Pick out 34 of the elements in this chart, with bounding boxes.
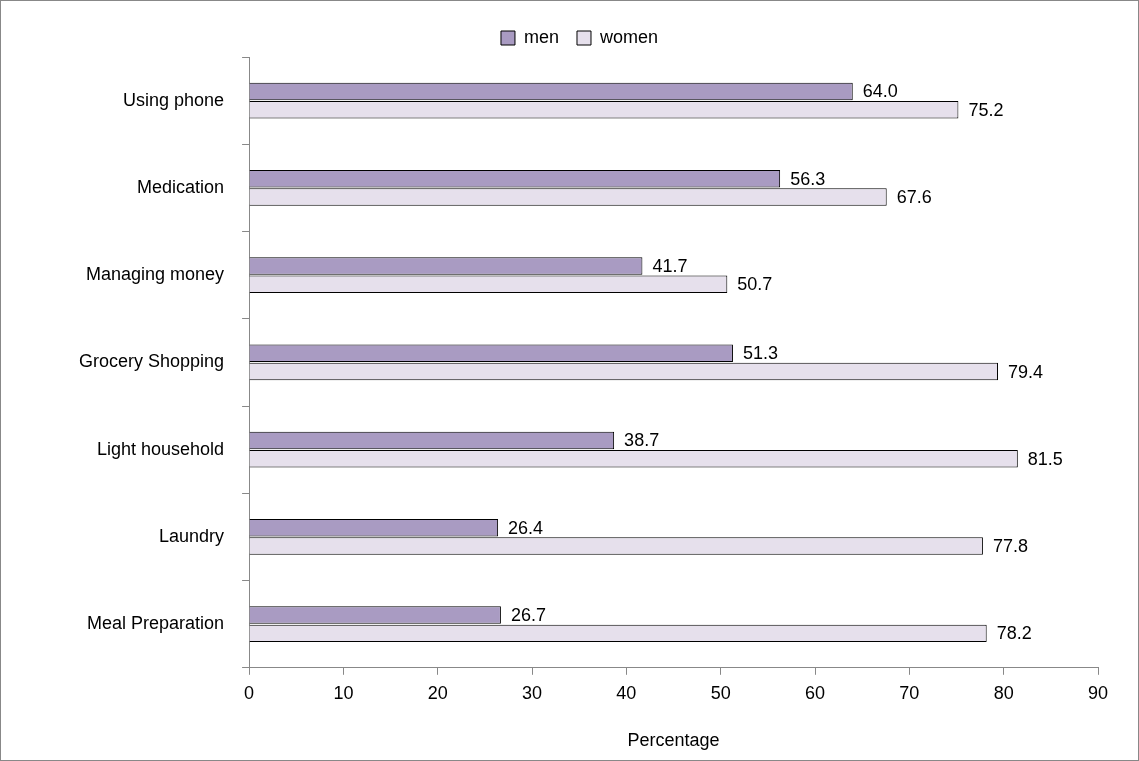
data-label: 64.0 xyxy=(862,81,898,102)
x-tick-label: 90 xyxy=(1087,682,1109,703)
y-tick-label: Light household xyxy=(96,438,225,459)
data-label: 51.3 xyxy=(742,343,779,364)
data-label: 26.7 xyxy=(510,604,546,625)
data-label: 77.8 xyxy=(992,536,1028,557)
data-label: 38.7 xyxy=(624,430,660,451)
x-tick-label: 70 xyxy=(899,682,920,703)
x-tick-label: 0 xyxy=(244,682,255,703)
data-label: 50.7 xyxy=(737,274,773,295)
y-tick-label: Laundry xyxy=(159,525,225,546)
y-tick-label: Medication xyxy=(137,176,225,197)
data-label: 67.6 xyxy=(896,187,932,208)
x-tick-label: 20 xyxy=(427,682,448,703)
y-tick-label: Using phone xyxy=(123,89,225,110)
data-label: 78.2 xyxy=(996,623,1032,644)
x-tick-label: 80 xyxy=(993,682,1014,703)
x-axis-title: Percentage xyxy=(627,730,720,751)
x-tick-label: 10 xyxy=(333,682,354,703)
x-tick-label: 30 xyxy=(522,682,543,703)
legend-label: women xyxy=(599,26,659,47)
y-tick-label: Managing money xyxy=(85,264,225,285)
y-tick-label: Grocery Shopping xyxy=(78,351,225,372)
x-tick-label: 40 xyxy=(616,682,637,703)
data-label: 79.4 xyxy=(1008,361,1044,382)
legend-label: men xyxy=(523,26,559,47)
data-label: 81.5 xyxy=(1027,448,1063,469)
data-label: 56.3 xyxy=(790,168,826,189)
data-label: 41.7 xyxy=(652,255,688,276)
x-tick-label: 60 xyxy=(805,682,826,703)
data-label: 75.2 xyxy=(968,99,1004,120)
y-tick-label: Meal Preparation xyxy=(87,613,225,634)
x-tick-label: 50 xyxy=(710,682,731,703)
data-label: 26.4 xyxy=(508,517,544,538)
